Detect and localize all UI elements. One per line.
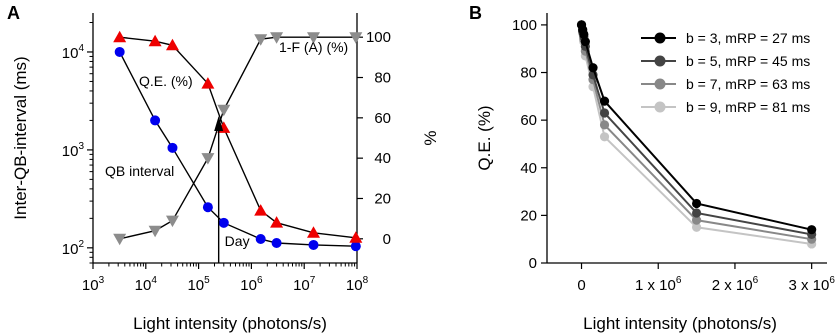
y-axis-title: Q.E. (%) (475, 105, 494, 170)
x-axis-title: Light intensity (photons/s) (583, 314, 777, 333)
x-tick-label: 108 (346, 275, 369, 294)
data-point (167, 142, 178, 153)
data-point (201, 77, 215, 89)
data-point (202, 202, 213, 213)
data-point (113, 233, 127, 246)
data-point (254, 204, 268, 216)
legend-label: b = 9, mRP = 81 ms (686, 99, 810, 115)
legend-marker (654, 101, 666, 113)
panel-label-a: A (7, 3, 20, 23)
left-y-tick-label: 104 (62, 43, 85, 62)
legend-label: b = 5, mRP = 45 ms (686, 53, 810, 69)
data-point (201, 153, 215, 165)
qe-label: Q.E. (%) (139, 73, 193, 89)
data-point (579, 29, 589, 40)
data-point (691, 215, 702, 225)
data-point (255, 234, 266, 245)
data-point (588, 63, 598, 73)
legend-label: b = 7, mRP = 63 ms (686, 76, 810, 92)
data-point (807, 225, 817, 235)
data-point (270, 216, 284, 228)
data-point (270, 32, 284, 44)
data-point (148, 225, 162, 238)
data-point (306, 226, 320, 238)
data-point (599, 108, 610, 118)
right-y-tick-label: 80 (374, 70, 391, 87)
y-tick-label: 40 (520, 160, 537, 177)
data-point (599, 96, 610, 106)
data-point (148, 34, 162, 47)
x-tick-label: 107 (293, 275, 316, 294)
legend-label: b = 3, mRP = 27 ms (686, 30, 810, 46)
data-point (580, 36, 590, 47)
data-point (599, 132, 610, 142)
legend-marker (654, 32, 666, 44)
data-point (271, 238, 282, 249)
legend-marker (654, 78, 666, 90)
left-y-tick-label: 103 (62, 141, 85, 160)
data-point (150, 115, 161, 126)
y-tick-label: 100 (512, 17, 537, 34)
x-tick-label: 0 (577, 277, 585, 294)
one-minus-f-label: 1-F (A) (%) (279, 39, 348, 55)
x-axis-title: Light intensity (photons/s) (133, 314, 327, 333)
data-point (349, 231, 363, 243)
day-label: Day (225, 233, 250, 249)
x-tick-label: 104 (135, 275, 158, 294)
y-tick-label: 80 (520, 65, 537, 82)
left-y-tick-label: 102 (62, 239, 85, 258)
x-tick-label: 2 x 106 (712, 275, 759, 294)
x-tick-label: 1 x 106 (635, 275, 682, 294)
day-arrow-head (214, 116, 224, 131)
qb-interval-label: QB interval (105, 163, 174, 179)
data-point (691, 208, 702, 218)
data-point (165, 215, 179, 228)
x-tick-label: 3 x 106 (788, 275, 835, 294)
data-point (217, 104, 231, 117)
data-point (114, 46, 125, 57)
panel-a: A 103 104 105 106 107 108 Light intensity (phot… (7, 3, 440, 333)
data-point (218, 217, 229, 228)
y-tick-label: 60 (520, 112, 537, 129)
data-point (113, 30, 127, 43)
left-y-axis-title: Inter-QB-interval (ms) (11, 56, 30, 219)
series-line (119, 36, 356, 239)
data-point (254, 34, 268, 46)
data-point (691, 198, 702, 209)
y-tick-label: 0 (529, 255, 537, 272)
y-tick-label: 20 (520, 207, 537, 224)
data-point (165, 38, 179, 51)
data-point (349, 32, 363, 44)
x-tick-label: 103 (82, 275, 105, 294)
right-y-axis-title: % (421, 130, 440, 145)
data-point (308, 239, 319, 250)
right-y-tick-label: 0 (383, 231, 391, 248)
right-y-tick-label: 60 (374, 110, 391, 127)
data-point (306, 32, 320, 44)
right-y-tick-label: 40 (374, 150, 391, 167)
right-y-tick-label: 100 (366, 29, 391, 46)
panel-b: B 0 20 40 60 80 100 Q.E. (%) 0 1 x 106 2 x 106 3 x … (469, 3, 835, 333)
right-y-tick-label: 20 (374, 190, 391, 207)
x-tick-label: 106 (240, 275, 263, 294)
panel-label-b: B (469, 3, 482, 23)
legend-marker (654, 55, 666, 67)
data-point (350, 241, 361, 252)
series-line (119, 36, 356, 240)
data-point (691, 222, 702, 232)
data-point (599, 120, 610, 130)
x-tick-label: 105 (187, 275, 210, 294)
